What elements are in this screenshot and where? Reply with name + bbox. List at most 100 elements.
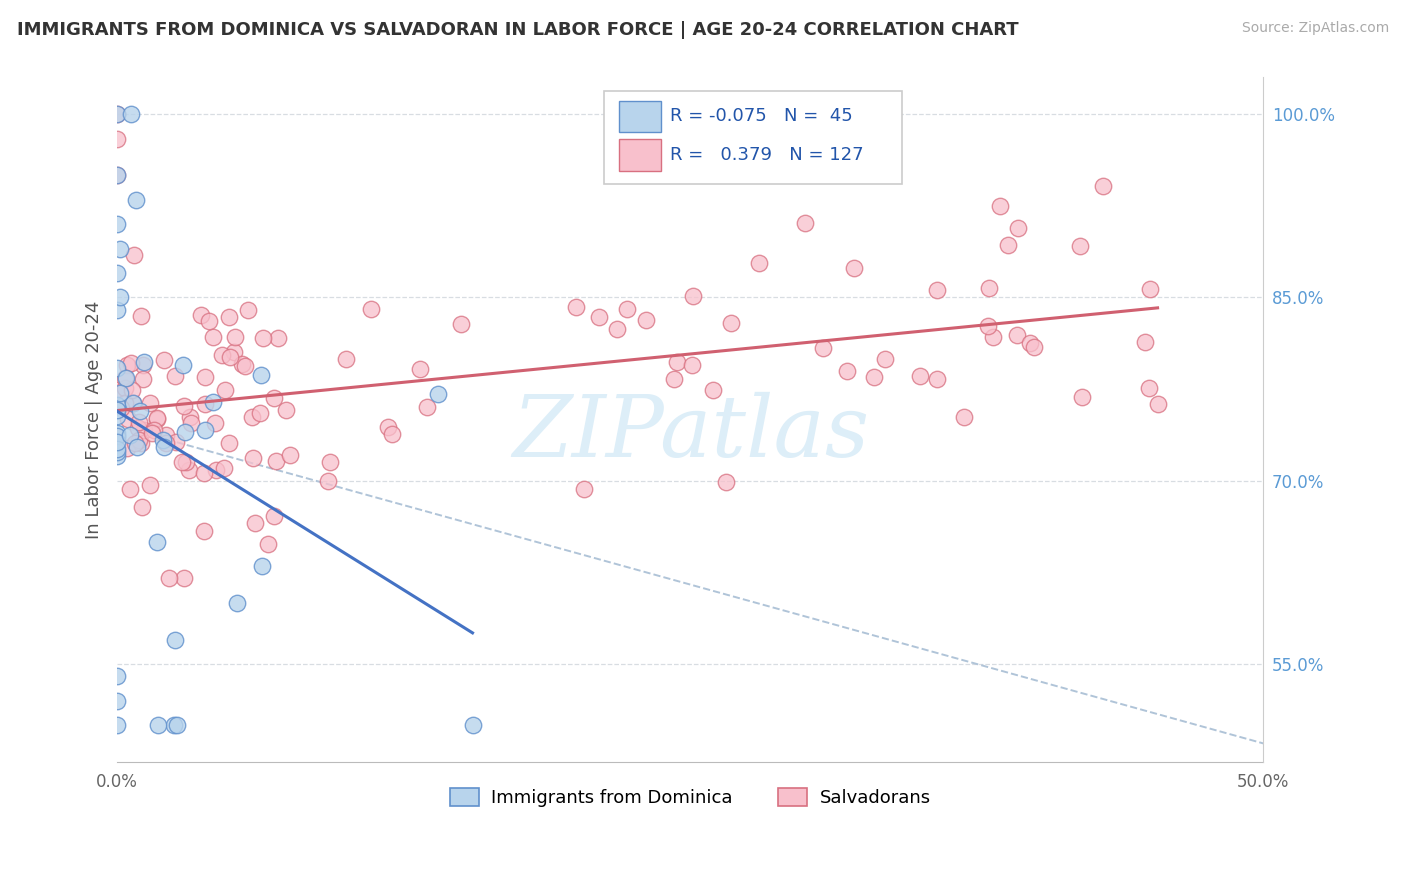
Point: [319, 454, 342, 468]
Y-axis label: In Labor Force | Age 20-24: In Labor Force | Age 20-24: [86, 301, 103, 539]
Point: [257, 537, 280, 551]
Point: [141, 425, 163, 440]
Point: [105, 428, 128, 442]
Point: [1069, 239, 1091, 253]
Point: [231, 357, 253, 371]
Point: [263, 508, 285, 523]
Point: [252, 331, 274, 345]
Point: [842, 261, 865, 276]
Point: [278, 448, 301, 462]
Point: [134, 424, 156, 438]
Point: [574, 482, 596, 496]
Point: [117, 359, 139, 373]
Point: [714, 475, 737, 489]
Point: [988, 199, 1011, 213]
Point: [108, 242, 131, 256]
Point: [318, 474, 340, 488]
Point: [170, 454, 193, 468]
Text: IMMIGRANTS FROM DOMINICA VS SALVADORAN IN LABOR FORCE | AGE 20-24 CORRELATION CH: IMMIGRANTS FROM DOMINICA VS SALVADORAN I…: [17, 21, 1018, 39]
Text: R = -0.075   N =  45: R = -0.075 N = 45: [669, 107, 852, 126]
Point: [125, 193, 148, 207]
Point: [1146, 397, 1168, 411]
Point: [249, 406, 271, 420]
Point: [377, 420, 399, 434]
Point: [793, 216, 815, 230]
Point: [166, 718, 188, 732]
Point: [121, 383, 143, 397]
Point: [953, 410, 976, 425]
Point: [165, 435, 187, 450]
Point: [194, 397, 217, 411]
Point: [1137, 381, 1160, 395]
Point: [153, 440, 176, 454]
Text: ZIPatlas: ZIPatlas: [512, 392, 869, 475]
Point: [264, 454, 287, 468]
Point: [105, 383, 128, 397]
Point: [139, 478, 162, 492]
Point: [105, 449, 128, 463]
Point: [194, 424, 217, 438]
Point: [105, 131, 128, 145]
Point: [564, 300, 586, 314]
Point: [240, 409, 263, 424]
Point: [128, 434, 150, 448]
Point: [681, 358, 703, 372]
Point: [134, 354, 156, 368]
Point: [105, 107, 128, 121]
Point: [274, 403, 297, 417]
Point: [720, 316, 742, 330]
Point: [105, 217, 128, 231]
Point: [381, 427, 404, 442]
Point: [360, 302, 382, 317]
Point: [105, 361, 128, 376]
Point: [197, 314, 219, 328]
Point: [115, 441, 138, 455]
Point: [702, 384, 724, 398]
Point: [114, 371, 136, 385]
Point: [148, 718, 170, 732]
Point: [173, 425, 195, 439]
Point: [606, 321, 628, 335]
Point: [120, 356, 142, 370]
Point: [682, 289, 704, 303]
Point: [588, 310, 610, 324]
Point: [105, 442, 128, 456]
Point: [157, 572, 180, 586]
Point: [179, 463, 201, 477]
Point: [224, 330, 246, 344]
Point: [179, 409, 201, 424]
Point: [662, 371, 685, 385]
Point: [981, 329, 1004, 343]
Point: [267, 330, 290, 344]
Point: [122, 396, 145, 410]
Point: [225, 596, 247, 610]
Point: [132, 359, 155, 373]
Point: [636, 313, 658, 327]
Point: [105, 435, 128, 450]
Point: [146, 411, 169, 425]
Point: [233, 359, 256, 374]
Point: [180, 416, 202, 430]
Point: [250, 559, 273, 574]
Point: [128, 415, 150, 429]
Point: [214, 383, 236, 397]
Point: [1005, 328, 1028, 343]
Point: [997, 238, 1019, 252]
Point: [666, 355, 689, 369]
FancyBboxPatch shape: [605, 91, 903, 184]
Point: [173, 399, 195, 413]
Point: [1070, 390, 1092, 404]
Point: [214, 461, 236, 475]
Point: [146, 412, 169, 426]
Point: [243, 516, 266, 530]
Point: [131, 310, 153, 324]
FancyBboxPatch shape: [619, 101, 661, 132]
Point: [155, 428, 177, 442]
Point: [165, 632, 187, 647]
Point: [155, 436, 177, 450]
Point: [132, 371, 155, 385]
Point: [427, 386, 450, 401]
Point: [105, 669, 128, 683]
Point: [105, 168, 128, 182]
Point: [1133, 334, 1156, 349]
